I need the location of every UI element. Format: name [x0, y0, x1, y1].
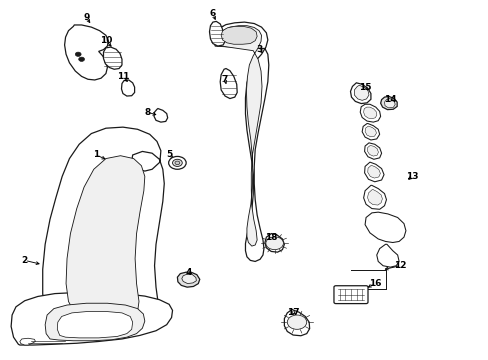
- Polygon shape: [364, 162, 383, 182]
- Polygon shape: [57, 311, 132, 338]
- Polygon shape: [284, 309, 309, 336]
- Text: 7: 7: [222, 76, 228, 85]
- Polygon shape: [209, 21, 224, 46]
- Polygon shape: [363, 107, 376, 119]
- Polygon shape: [66, 156, 144, 319]
- Polygon shape: [365, 212, 405, 243]
- Polygon shape: [384, 99, 394, 108]
- Text: 14: 14: [383, 95, 396, 104]
- Polygon shape: [42, 127, 164, 325]
- Text: 9: 9: [83, 13, 89, 22]
- Circle shape: [287, 315, 306, 329]
- Polygon shape: [220, 68, 237, 99]
- Polygon shape: [362, 123, 379, 140]
- Polygon shape: [45, 303, 144, 341]
- Polygon shape: [363, 185, 386, 209]
- Polygon shape: [154, 109, 167, 122]
- Text: 17: 17: [286, 308, 299, 317]
- Circle shape: [175, 161, 180, 165]
- Circle shape: [172, 159, 182, 166]
- Polygon shape: [354, 85, 368, 100]
- Polygon shape: [364, 143, 381, 159]
- Polygon shape: [64, 25, 108, 80]
- Polygon shape: [367, 165, 380, 178]
- Text: 1: 1: [93, 150, 99, 159]
- Polygon shape: [11, 293, 172, 345]
- Text: 2: 2: [21, 256, 28, 265]
- Text: 6: 6: [209, 9, 216, 18]
- Text: 18: 18: [264, 233, 277, 242]
- Polygon shape: [182, 274, 196, 284]
- Polygon shape: [264, 234, 284, 252]
- Circle shape: [75, 52, 81, 57]
- Circle shape: [265, 237, 283, 249]
- Text: 10: 10: [100, 36, 112, 45]
- Text: 12: 12: [393, 261, 406, 270]
- Polygon shape: [121, 80, 134, 96]
- Text: 3: 3: [255, 45, 262, 54]
- Text: 16: 16: [368, 279, 380, 288]
- Text: 4: 4: [185, 268, 191, 277]
- Text: 15: 15: [358, 83, 370, 92]
- Text: 5: 5: [165, 150, 172, 159]
- Text: 13: 13: [405, 172, 418, 181]
- Polygon shape: [20, 338, 35, 345]
- Polygon shape: [365, 126, 376, 137]
- Circle shape: [79, 57, 84, 62]
- Text: 11: 11: [117, 72, 129, 81]
- Polygon shape: [376, 244, 398, 267]
- Polygon shape: [212, 22, 268, 261]
- Polygon shape: [350, 83, 370, 104]
- Polygon shape: [380, 96, 396, 110]
- Polygon shape: [103, 47, 122, 69]
- FancyBboxPatch shape: [333, 286, 367, 303]
- Circle shape: [168, 157, 186, 169]
- Text: 8: 8: [144, 108, 150, 117]
- Polygon shape: [366, 145, 378, 156]
- Polygon shape: [177, 272, 200, 287]
- Polygon shape: [367, 189, 382, 205]
- Polygon shape: [221, 26, 257, 44]
- Polygon shape: [219, 26, 262, 246]
- Polygon shape: [360, 104, 380, 122]
